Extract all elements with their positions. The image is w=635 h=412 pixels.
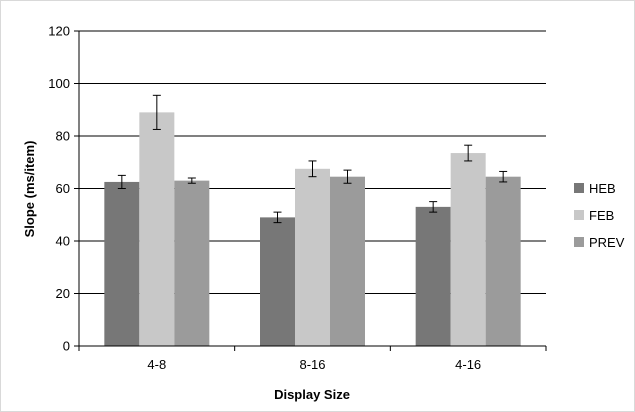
legend-swatch-heb <box>574 183 584 193</box>
legend-label-prev: PREV <box>589 235 625 250</box>
y-tick-labels: 0 20 40 60 80 100 120 <box>48 24 70 354</box>
bar-heb <box>415 206 451 346</box>
error-bars <box>117 94 508 224</box>
y-tick-label: 0 <box>63 339 70 354</box>
x-axis-title: Display Size <box>274 387 350 402</box>
y-tick-label: 100 <box>48 76 70 91</box>
axes <box>74 30 547 351</box>
bar-heb <box>260 217 295 346</box>
legend-label-feb: FEB <box>589 208 614 223</box>
x-tick-label: 8-16 <box>299 357 325 372</box>
y-tick-label: 120 <box>48 24 70 39</box>
bars <box>104 112 521 346</box>
bar-feb <box>450 153 486 346</box>
x-tick-label: 4-16 <box>455 357 481 372</box>
bar-prev <box>330 176 365 346</box>
y-tick-label: 40 <box>56 234 70 249</box>
bar-prev <box>174 180 210 346</box>
x-tick-labels: 4-8 8-16 4-16 <box>147 357 481 372</box>
y-axis-title: Slope (ms/item) <box>22 141 37 238</box>
bar-feb <box>139 112 175 346</box>
bar-prev <box>485 176 521 346</box>
bar-heb <box>104 181 140 346</box>
y-tick-label: 60 <box>56 181 70 196</box>
x-tick-label: 4-8 <box>147 357 166 372</box>
bar-feb <box>295 168 330 346</box>
legend: HEB FEB PREV <box>574 181 625 250</box>
y-tick-label: 80 <box>56 129 70 144</box>
legend-swatch-feb <box>574 210 584 220</box>
y-tick-label: 20 <box>56 286 70 301</box>
legend-swatch-prev <box>574 237 584 247</box>
legend-label-heb: HEB <box>589 181 616 196</box>
